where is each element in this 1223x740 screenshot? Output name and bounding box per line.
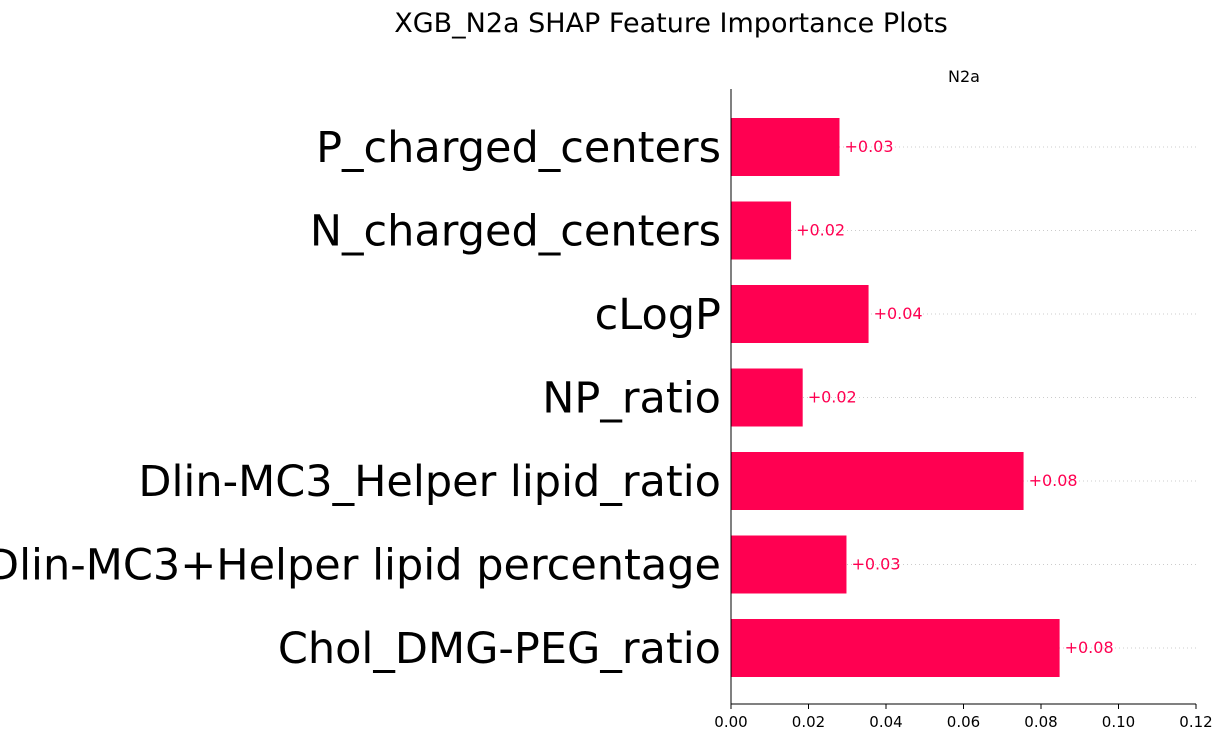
feature-label: N_charged_centers — [310, 207, 721, 257]
value-label: +0.03 — [851, 555, 900, 574]
feature-label: Dlin-MC3+Helper lipid percentage — [0, 541, 721, 591]
value-label: +0.02 — [796, 221, 845, 240]
bar — [731, 285, 869, 343]
bars — [731, 118, 1060, 677]
x-tick-label: 0.08 — [1024, 713, 1057, 731]
value-label: +0.08 — [1065, 638, 1114, 657]
feature-labels: P_charged_centers N_charged_centers cLogP N… — [0, 123, 721, 674]
panel-title: N2a — [948, 67, 980, 86]
x-axis-ticks: 0.00 0.02 0.04 0.06 0.08 0.10 0.12 — [714, 704, 1213, 731]
feature-label: cLogP — [595, 290, 721, 340]
feature-label: Dlin-MC3_Helper lipid_ratio — [138, 457, 721, 507]
bar — [731, 368, 803, 427]
value-label: +0.08 — [1029, 471, 1078, 490]
value-label: +0.02 — [808, 388, 857, 407]
value-labels: +0.03 +0.02 +0.04 +0.02 +0.08 +0.03 +0.08 — [796, 137, 1114, 657]
chart-title: XGB_N2a SHAP Feature Importance Plots — [394, 8, 948, 39]
bar — [731, 452, 1024, 510]
value-label: +0.03 — [845, 137, 894, 156]
x-tick-label: 0.00 — [714, 713, 747, 731]
feature-label: P_charged_centers — [316, 123, 721, 173]
bar — [731, 118, 840, 176]
x-tick-label: 0.12 — [1179, 713, 1212, 731]
x-tick-label: 0.10 — [1102, 713, 1135, 731]
x-tick-label: 0.02 — [792, 713, 825, 731]
bar — [731, 201, 792, 260]
x-tick-label: 0.06 — [947, 713, 980, 731]
feature-label: Chol_DMG-PEG_ratio — [278, 624, 721, 674]
feature-label: NP_ratio — [542, 374, 721, 424]
bar — [731, 619, 1060, 677]
value-label: +0.04 — [874, 304, 923, 323]
x-tick-label: 0.04 — [869, 713, 902, 731]
bar — [731, 535, 847, 594]
